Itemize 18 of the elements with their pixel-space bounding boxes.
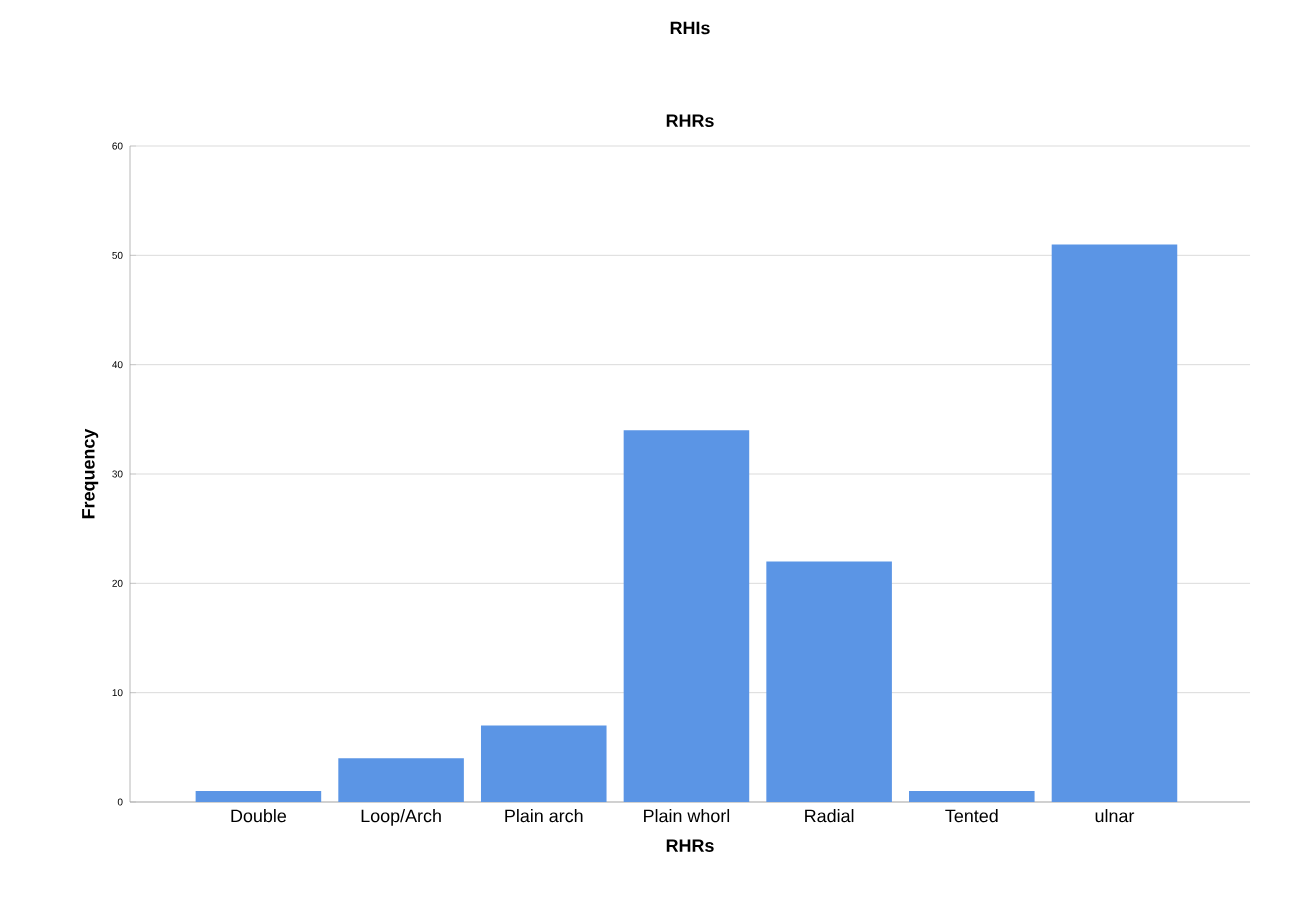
x-tick-label: Double	[231, 809, 287, 823]
x-tick-label: ulnar	[1095, 809, 1135, 823]
chart-subtitle: RHRs	[666, 114, 714, 128]
bar	[766, 561, 892, 802]
x-tick-label: Loop/Arch	[361, 809, 441, 826]
bar	[195, 791, 322, 802]
x-tick-label: Plain arch	[505, 809, 583, 823]
x-axis-title: RHRs	[666, 839, 714, 852]
bar	[1051, 244, 1178, 802]
bar	[480, 725, 607, 802]
x-tick-label: Plain whorl	[644, 809, 730, 823]
bar	[623, 430, 750, 802]
chart-title: RHIs	[670, 21, 710, 35]
x-tick-label: Tented	[945, 809, 998, 823]
x-tick-label: Radial	[805, 809, 854, 823]
y-axis-title: Frequency	[82, 428, 99, 519]
bar	[338, 758, 464, 802]
bar	[909, 791, 1035, 802]
